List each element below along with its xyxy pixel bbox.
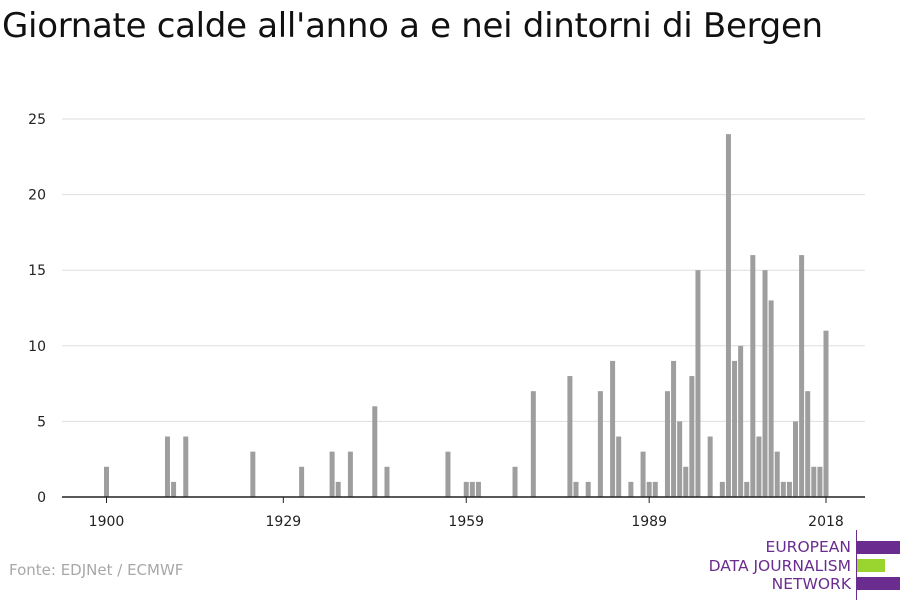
logo-text-line-3: NETWORK [771,575,851,593]
bar-1986 [628,481,634,497]
bar-2014 [799,255,805,497]
bar-1999 [707,436,713,497]
gridlines [62,118,865,422]
bars [104,134,829,497]
logo-text-line-1: EUROPEAN [765,538,851,556]
logo-divider [856,530,857,600]
logo-text-line-2: DATA JOURNALISM [708,557,851,575]
bar-1959 [463,481,469,497]
bar-2006 [750,255,756,497]
bar-1938 [335,481,341,497]
bar-1900 [104,466,109,497]
bar-1997 [695,270,701,497]
y-tick-label-25: 25 [28,112,46,128]
bar-2002 [725,134,731,497]
bar-1932 [299,466,305,497]
bar-2012 [786,481,792,497]
logo-bar-green [857,559,885,572]
bar-2007 [756,436,762,497]
bar-1944 [372,406,378,497]
bar-2009 [768,300,774,497]
bar-1960 [469,481,475,497]
logo-bar-purple-top [857,541,900,554]
bar-1981 [597,391,603,497]
bar-2003 [732,360,738,497]
edjnet-logo: EUROPEAN DATA JOURNALISM NETWORK [700,530,900,600]
bar-1967 [512,466,518,497]
bar-1961 [475,481,481,497]
logo-bar-purple-bottom [857,577,900,590]
y-tick-label-0: 0 [37,490,46,506]
x-tick-label-1959: 1959 [448,514,484,530]
bar-1956 [445,451,451,497]
source-note: Fonte: EDJNet / ECMWF [9,561,184,579]
bar-1910 [164,436,170,497]
y-tick-label-15: 15 [28,263,46,279]
bar-2013 [793,421,799,497]
bar-1989 [646,481,652,497]
bar-2016 [811,466,817,497]
x-tick-label-1989: 1989 [631,514,667,530]
bar-1970 [530,391,536,497]
bar-1996 [689,376,695,497]
bar-1992 [664,391,670,497]
bar-1976 [567,376,573,497]
bar-1911 [171,481,177,497]
chart-title: Giornate calde all'anno a e nei dintorni… [2,6,823,46]
bar-2010 [774,451,780,497]
bar-1983 [610,360,616,497]
bar-2011 [780,481,786,497]
bar-1924 [250,451,256,497]
x-tick-label-2018: 2018 [808,514,844,530]
bar-1994 [677,421,683,497]
y-tick-label-20: 20 [28,188,46,204]
bar-1995 [683,466,689,497]
bar-1977 [573,481,579,497]
bar-2017 [817,466,823,497]
bar-1990 [652,481,658,497]
bar-2004 [738,345,744,497]
bar-1913 [183,436,189,497]
x-tick-label-1900: 1900 [89,514,125,530]
bar-1993 [671,360,677,497]
axes: 0 5 10 15 20 25 1900 1929 1959 1989 2018 [28,112,865,530]
bar-2005 [744,481,750,497]
bar-1940 [347,451,353,497]
bar-2018 [823,330,829,497]
bar-1979 [585,481,591,497]
bar-1937 [329,451,335,497]
x-tick-label-1929: 1929 [266,514,302,530]
bar-2015 [805,391,811,497]
bar-1984 [616,436,622,497]
bar-2008 [762,270,768,497]
bar-2001 [719,481,725,497]
bar-1988 [640,451,646,497]
y-tick-label-10: 10 [28,339,46,355]
bar-1946 [384,466,390,497]
y-tick-label-5: 5 [37,414,46,430]
